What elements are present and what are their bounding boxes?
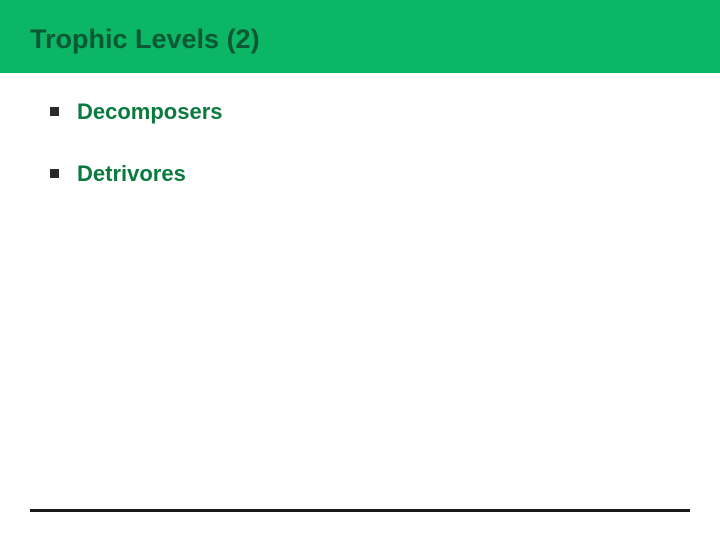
list-item: Detrivores bbox=[50, 161, 690, 187]
slide-content: Decomposers Detrivores bbox=[0, 73, 720, 187]
footer-divider bbox=[30, 509, 690, 512]
bullet-text: Detrivores bbox=[77, 161, 186, 187]
list-item: Decomposers bbox=[50, 99, 690, 125]
bullet-square-icon bbox=[50, 107, 59, 116]
bullet-text: Decomposers bbox=[77, 99, 223, 125]
bullet-square-icon bbox=[50, 169, 59, 178]
slide-header: Trophic Levels (2) bbox=[0, 0, 720, 73]
slide-title: Trophic Levels (2) bbox=[30, 24, 690, 55]
